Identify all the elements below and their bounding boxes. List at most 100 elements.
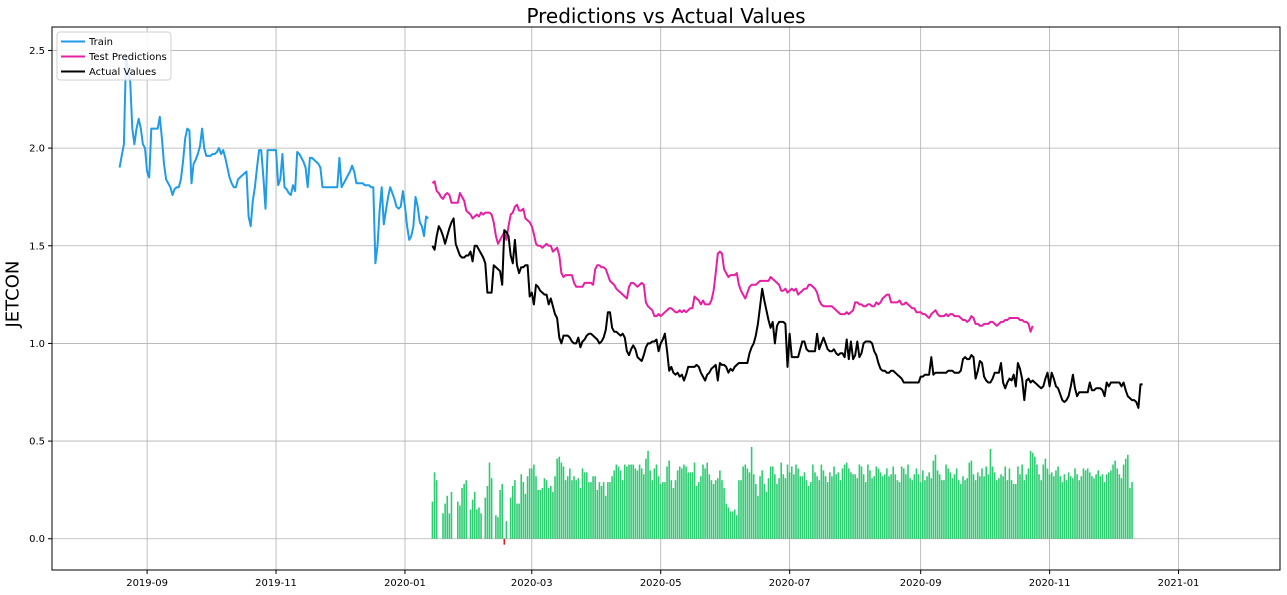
x-tick-label: 2020-07 xyxy=(769,578,811,589)
bar xyxy=(1048,474,1051,539)
bar xyxy=(763,484,766,539)
bar xyxy=(530,468,533,539)
bar xyxy=(1074,468,1076,539)
bar xyxy=(953,474,956,539)
bar xyxy=(860,466,863,539)
bar xyxy=(647,450,649,539)
bar xyxy=(501,484,503,539)
bar xyxy=(938,474,941,539)
bar xyxy=(888,476,890,539)
x-tick-label: 2020-03 xyxy=(511,578,553,589)
bar xyxy=(805,480,808,539)
bar xyxy=(993,472,996,539)
legend-frame xyxy=(56,31,172,81)
bar xyxy=(850,472,852,539)
bar xyxy=(943,480,945,539)
bar xyxy=(985,466,988,539)
bar xyxy=(780,462,782,539)
bar xyxy=(528,468,531,539)
bar xyxy=(486,486,489,539)
bar xyxy=(757,495,759,539)
bar xyxy=(947,468,949,539)
bar xyxy=(964,480,966,539)
bar xyxy=(913,474,916,539)
bar xyxy=(795,464,797,539)
bar xyxy=(917,474,920,539)
bar xyxy=(1002,476,1004,539)
bar xyxy=(702,464,704,539)
bar xyxy=(640,468,643,539)
bar xyxy=(1063,474,1066,539)
bar xyxy=(970,460,973,539)
bar xyxy=(930,478,933,539)
bar xyxy=(793,474,795,539)
bar xyxy=(706,462,709,539)
train-line xyxy=(118,55,429,265)
bar xyxy=(922,470,924,539)
bar xyxy=(459,505,461,539)
bar xyxy=(746,468,749,539)
bar xyxy=(463,484,465,539)
bar xyxy=(615,464,618,539)
bar xyxy=(875,466,878,539)
bar xyxy=(1084,470,1087,539)
bar xyxy=(630,464,632,539)
bar xyxy=(497,517,499,539)
bar xyxy=(695,486,698,539)
bar xyxy=(909,478,911,539)
bar xyxy=(598,482,601,539)
bar xyxy=(596,489,599,539)
bar xyxy=(1120,478,1123,539)
bar xyxy=(659,484,662,539)
bar xyxy=(900,466,903,539)
bar xyxy=(820,464,823,539)
bar xyxy=(522,482,525,539)
bar xyxy=(681,468,683,539)
bar xyxy=(689,472,692,539)
bar xyxy=(1116,468,1119,539)
bar xyxy=(628,464,630,539)
bar xyxy=(503,538,506,545)
bar xyxy=(968,462,971,539)
bar xyxy=(841,468,844,539)
bar xyxy=(643,474,645,539)
bar xyxy=(786,464,789,539)
bar xyxy=(433,472,436,539)
bar xyxy=(672,487,675,539)
y-tick-label: 1.5 xyxy=(29,241,45,252)
bar xyxy=(744,464,747,539)
bar xyxy=(435,480,438,539)
bar xyxy=(1124,458,1127,539)
bar xyxy=(1118,474,1121,539)
legend-label-test-predictions: Test Predictions xyxy=(88,52,167,63)
bar xyxy=(685,466,687,539)
bar xyxy=(636,470,639,539)
bar xyxy=(869,470,871,539)
bar xyxy=(725,503,728,539)
bar xyxy=(1046,468,1049,539)
bar xyxy=(1086,468,1089,539)
bar xyxy=(657,476,660,539)
bar xyxy=(558,456,561,539)
bar xyxy=(541,487,544,539)
bar xyxy=(613,470,616,539)
bar xyxy=(949,472,952,539)
bar xyxy=(839,480,842,539)
bar xyxy=(995,480,998,539)
bar xyxy=(545,480,548,539)
bar xyxy=(803,472,806,539)
bar xyxy=(750,446,753,539)
bar xyxy=(484,497,487,539)
bar xyxy=(623,464,626,539)
bar xyxy=(896,480,899,539)
bar xyxy=(801,476,804,539)
bar xyxy=(442,513,444,539)
bar xyxy=(733,509,736,539)
bar xyxy=(664,482,666,539)
bar xyxy=(941,480,943,539)
bar xyxy=(951,478,954,539)
bar xyxy=(955,468,958,539)
bar xyxy=(919,482,922,539)
y-tick-label: 0.5 xyxy=(29,437,45,448)
